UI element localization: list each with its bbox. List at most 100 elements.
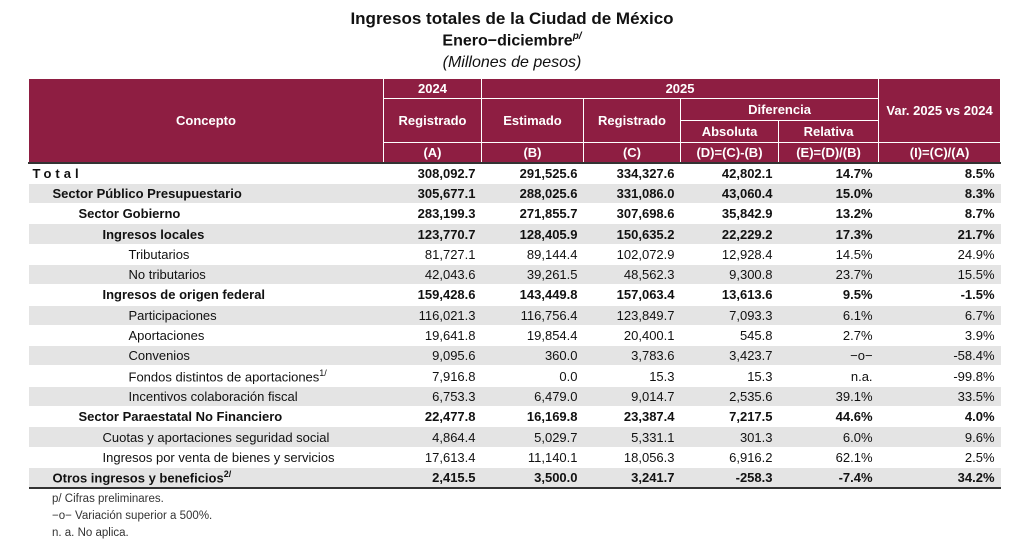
table-head: Concepto 2024 2025 Var. 2025 vs 2024 Reg… xyxy=(28,78,1002,163)
value-cell: 18,056.3 xyxy=(583,447,681,468)
value-cell: -1.5% xyxy=(878,284,1001,306)
value-cell: 4.0% xyxy=(878,406,1001,428)
concept-label: Ingresos locales xyxy=(102,226,205,242)
table-row: Ingresos por venta de bienes y servicios… xyxy=(28,447,1001,468)
formula-cell: (I)=(C)/(A) xyxy=(878,142,1002,163)
formula-cell: (A) xyxy=(383,142,482,163)
concept-cell: Participaciones xyxy=(28,305,384,326)
value-cell: 43,060.4 xyxy=(680,183,779,205)
concept-label: Ingresos por venta de bienes y servicios xyxy=(102,449,335,465)
value-cell: 157,063.4 xyxy=(583,284,681,306)
value-cell: 15.0% xyxy=(778,183,879,205)
concept-cell: Ingresos por venta de bienes y servicios xyxy=(28,447,384,468)
value-cell: 3,783.6 xyxy=(583,345,681,367)
units: (Millones de pesos) xyxy=(442,54,582,71)
value-cell: 3.9% xyxy=(878,325,1001,347)
table-row: Convenios 9,095.6 360.0 3,783.6 3,423.7 −o− -5… xyxy=(28,345,1001,367)
concept-label: Aportaciones xyxy=(128,328,205,344)
concept-cell: Sector Público Presupuestario xyxy=(28,183,384,205)
income-table: Concepto 2024 2025 Var. 2025 vs 2024 Reg… xyxy=(28,78,1002,490)
concept-label: No tributarios xyxy=(128,267,206,283)
value-cell: 123,770.7 xyxy=(383,223,482,245)
value-cell: 331,086.0 xyxy=(583,183,681,205)
value-cell: 307,698.6 xyxy=(583,203,681,225)
value-cell: 34.2% xyxy=(878,467,1001,490)
table-row: Incentivos colaboración fiscal 6,753.3 6,4… xyxy=(28,386,1001,408)
subtitle: Enero−diciembrep/ xyxy=(0,31,1024,50)
value-cell: 6,916.2 xyxy=(680,447,779,468)
value-cell: 23,387.4 xyxy=(583,406,681,428)
value-cell: -258.3 xyxy=(680,467,779,490)
concept-label: Sector Paraestatal No Financiero xyxy=(78,409,283,425)
table-row: Cuotas y aportaciones seguridad social 4,… xyxy=(28,426,1001,448)
concept-label: Total xyxy=(32,165,83,181)
table-row: Aportaciones 19,641.8 19,854.4 20,400.1 545.… xyxy=(28,325,1001,347)
value-cell: 2,415.5 xyxy=(383,467,482,490)
value-cell: 14.7% xyxy=(778,161,879,184)
value-cell: 22,229.2 xyxy=(680,223,779,245)
value-cell: 3,241.7 xyxy=(583,467,681,490)
value-cell: 13,613.6 xyxy=(680,284,779,306)
value-cell: 9,014.7 xyxy=(583,386,681,408)
header-cell: Estimado xyxy=(481,98,584,143)
concept-cell: Fondos distintos de aportaciones1/ xyxy=(28,365,384,387)
concept-label: Ingresos de origen federal xyxy=(102,287,266,303)
value-cell: 305,677.1 xyxy=(383,183,482,205)
table-row: Sector Gobierno 283,199.3 271,855.7 307,698… xyxy=(28,203,1001,225)
value-cell: −o− xyxy=(778,345,879,367)
value-cell: 89,144.4 xyxy=(481,244,584,265)
value-cell: 116,021.3 xyxy=(383,305,482,326)
value-cell: 288,025.6 xyxy=(481,183,584,205)
formula-cell: (B) xyxy=(481,142,584,163)
header-cell: Var. 2025 vs 2024 xyxy=(878,78,1002,143)
value-cell: 17.3% xyxy=(778,223,879,245)
value-cell: 360.0 xyxy=(481,345,584,367)
formula-cell: (C) xyxy=(583,142,681,163)
concept-cell: Total xyxy=(28,161,384,184)
header-cell: Diferencia xyxy=(679,98,880,121)
value-cell: 11,140.1 xyxy=(481,447,584,468)
value-cell: 42,043.6 xyxy=(383,264,482,286)
value-cell: 17,613.4 xyxy=(383,447,482,468)
concept-cell: Ingresos de origen federal xyxy=(28,284,384,306)
value-cell: -7.4% xyxy=(778,467,879,490)
footnote: n. a. No aplica. xyxy=(52,527,129,539)
value-cell: 7,217.5 xyxy=(680,406,779,428)
value-cell: 150,635.2 xyxy=(583,223,681,245)
concept-label: Cuotas y aportaciones seguridad social xyxy=(102,429,330,445)
value-cell: 81,727.1 xyxy=(383,244,482,265)
value-cell: 301.3 xyxy=(680,426,779,448)
concept-label: Incentivos colaboración fiscal xyxy=(128,388,298,404)
concept-label: Sector Público Presupuestario xyxy=(52,185,242,201)
value-cell: 35,842.9 xyxy=(680,203,779,225)
value-cell: 102,072.9 xyxy=(583,244,681,265)
table-row: Ingresos locales 123,770.7 128,405.9 150,63… xyxy=(28,223,1001,245)
value-cell: 22,477.8 xyxy=(383,406,482,428)
value-cell: 143,449.8 xyxy=(481,284,584,306)
concept-label: Otros ingresos y beneficios xyxy=(52,470,224,486)
value-cell: 291,525.6 xyxy=(481,161,584,184)
value-cell: n.a. xyxy=(778,365,879,387)
footnote: −o− Variación superior a 500%. xyxy=(52,510,213,522)
concept-label: Fondos distintos de aportaciones xyxy=(128,369,320,385)
value-cell: 3,423.7 xyxy=(680,345,779,367)
value-cell: 24.9% xyxy=(878,244,1001,265)
concept-cell: Tributarios xyxy=(28,244,384,265)
value-cell: 9.5% xyxy=(778,284,879,306)
value-cell: 6.1% xyxy=(778,305,879,326)
table-body: Total 308,092.7 291,525.6 334,327.6 42,802.1… xyxy=(28,161,1001,490)
value-cell: 2.5% xyxy=(878,447,1001,468)
concept-label: Sector Gobierno xyxy=(78,206,181,222)
subtitle-text: Enero−diciembre xyxy=(442,32,573,50)
footnote-ref: 1/ xyxy=(319,367,327,378)
value-cell: 14.5% xyxy=(778,244,879,265)
table-row: Otros ingresos y beneficios2/2,415.5 3,50… xyxy=(28,467,1001,490)
value-cell: 15.3 xyxy=(680,365,779,387)
table-row: Fondos distintos de aportaciones1/7,916.… xyxy=(28,365,1001,387)
value-cell: 42,802.1 xyxy=(680,161,779,184)
value-cell: 6.0% xyxy=(778,426,879,448)
concept-label: Participaciones xyxy=(128,307,217,323)
formula-cell: (E)=(D)/(B) xyxy=(777,142,880,163)
value-cell: 15.5% xyxy=(878,264,1001,286)
value-cell: 19,641.8 xyxy=(383,325,482,347)
